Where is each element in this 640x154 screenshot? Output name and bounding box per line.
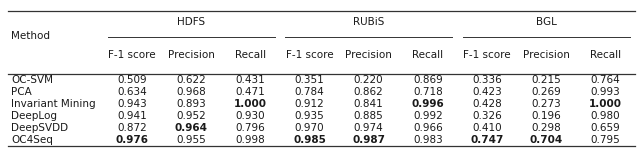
Text: 0.298: 0.298 <box>531 123 561 133</box>
Text: 0.980: 0.980 <box>591 111 620 121</box>
Text: OC4Seq: OC4Seq <box>11 135 52 145</box>
Text: 0.220: 0.220 <box>354 75 383 85</box>
Text: BGL: BGL <box>536 17 557 27</box>
Text: 0.215: 0.215 <box>531 75 561 85</box>
Text: HDFS: HDFS <box>177 17 205 27</box>
Text: 0.634: 0.634 <box>117 87 147 97</box>
Text: 0.985: 0.985 <box>293 135 326 145</box>
Text: 0.704: 0.704 <box>529 135 563 145</box>
Text: 0.795: 0.795 <box>591 135 620 145</box>
Text: DeepSVDD: DeepSVDD <box>11 123 68 133</box>
Text: 1.000: 1.000 <box>234 99 267 109</box>
Text: RUBiS: RUBiS <box>353 17 385 27</box>
Text: 0.941: 0.941 <box>117 111 147 121</box>
Text: F-1 score: F-1 score <box>108 51 156 60</box>
Text: 0.423: 0.423 <box>472 87 502 97</box>
Text: 0.983: 0.983 <box>413 135 443 145</box>
Text: Recall: Recall <box>589 51 621 60</box>
Text: 0.869: 0.869 <box>413 75 443 85</box>
Text: 0.431: 0.431 <box>236 75 265 85</box>
Text: 0.428: 0.428 <box>472 99 502 109</box>
Text: Precision: Precision <box>345 51 392 60</box>
Text: 0.970: 0.970 <box>294 123 324 133</box>
Text: 0.841: 0.841 <box>354 99 383 109</box>
Text: 0.718: 0.718 <box>413 87 443 97</box>
Text: 0.885: 0.885 <box>354 111 383 121</box>
Text: 0.974: 0.974 <box>354 123 383 133</box>
Text: 0.992: 0.992 <box>413 111 443 121</box>
Text: 0.996: 0.996 <box>412 99 444 109</box>
Text: F-1 score: F-1 score <box>285 51 333 60</box>
Text: Precision: Precision <box>168 51 214 60</box>
Text: 0.976: 0.976 <box>115 135 148 145</box>
Text: Method: Method <box>11 31 50 41</box>
Text: 0.943: 0.943 <box>117 99 147 109</box>
Text: Precision: Precision <box>523 51 570 60</box>
Text: Recall: Recall <box>235 51 266 60</box>
Text: 0.747: 0.747 <box>470 135 504 145</box>
Text: OC-SVM: OC-SVM <box>11 75 53 85</box>
Text: 0.968: 0.968 <box>176 87 206 97</box>
Text: Invariant Mining: Invariant Mining <box>11 99 95 109</box>
Text: 0.930: 0.930 <box>236 111 265 121</box>
Text: 0.269: 0.269 <box>531 87 561 97</box>
Text: 0.993: 0.993 <box>591 87 620 97</box>
Text: 0.659: 0.659 <box>591 123 620 133</box>
Text: F-1 score: F-1 score <box>463 51 511 60</box>
Text: 0.509: 0.509 <box>117 75 147 85</box>
Text: 0.998: 0.998 <box>236 135 265 145</box>
Text: 0.987: 0.987 <box>352 135 385 145</box>
Text: 0.471: 0.471 <box>236 87 265 97</box>
Text: 0.862: 0.862 <box>354 87 383 97</box>
Text: 0.336: 0.336 <box>472 75 502 85</box>
Text: Recall: Recall <box>412 51 444 60</box>
Text: 0.196: 0.196 <box>531 111 561 121</box>
Text: 0.952: 0.952 <box>176 111 206 121</box>
Text: 0.273: 0.273 <box>531 99 561 109</box>
Text: DeepLog: DeepLog <box>11 111 57 121</box>
Text: 0.796: 0.796 <box>236 123 265 133</box>
Text: 0.872: 0.872 <box>117 123 147 133</box>
Text: 0.410: 0.410 <box>472 123 502 133</box>
Text: PCA: PCA <box>11 87 31 97</box>
Text: 0.912: 0.912 <box>294 99 324 109</box>
Text: 0.893: 0.893 <box>176 99 206 109</box>
Text: 0.955: 0.955 <box>176 135 206 145</box>
Text: 0.964: 0.964 <box>175 123 207 133</box>
Text: 0.784: 0.784 <box>294 87 324 97</box>
Text: 0.326: 0.326 <box>472 111 502 121</box>
Text: 0.935: 0.935 <box>294 111 324 121</box>
Text: 1.000: 1.000 <box>589 99 622 109</box>
Text: 0.351: 0.351 <box>294 75 324 85</box>
Text: 0.764: 0.764 <box>591 75 620 85</box>
Text: 0.966: 0.966 <box>413 123 443 133</box>
Text: 0.622: 0.622 <box>176 75 206 85</box>
